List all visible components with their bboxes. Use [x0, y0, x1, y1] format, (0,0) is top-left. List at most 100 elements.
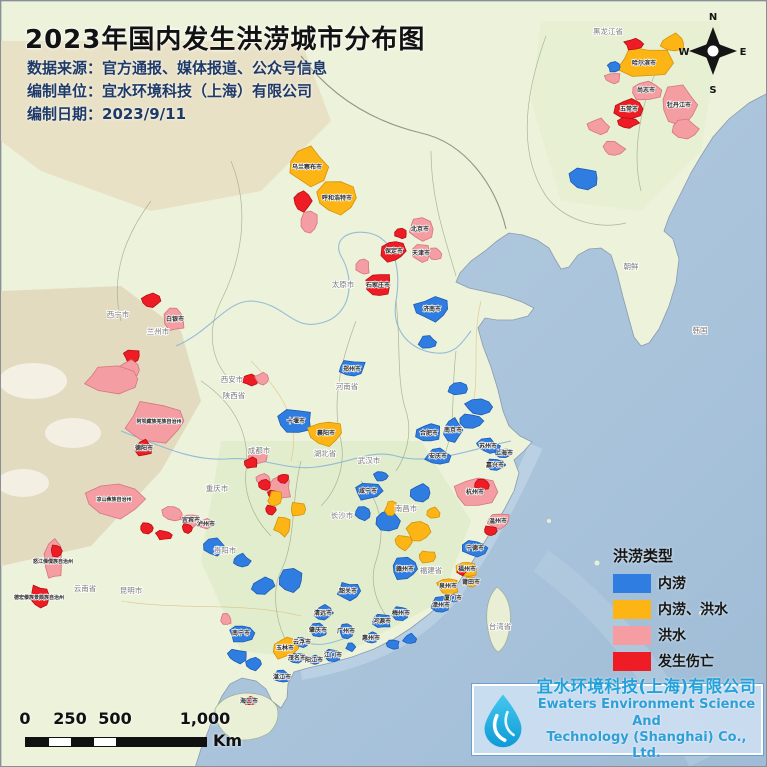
city-region	[140, 292, 162, 309]
city-region	[456, 567, 468, 577]
city-region	[409, 483, 431, 503]
city-region	[161, 506, 184, 522]
city-region	[394, 535, 413, 552]
city-label: 天津市	[412, 249, 430, 257]
city-region	[179, 514, 199, 529]
city-region	[163, 307, 185, 331]
city-region	[447, 381, 468, 396]
scale-tick: 0	[19, 709, 31, 728]
city-region	[463, 576, 478, 588]
legend-label: 内涝	[658, 576, 686, 592]
place-ref-label: 陕西省	[223, 390, 246, 400]
city-region	[354, 506, 371, 522]
city-region	[424, 447, 452, 465]
place-ref-label: 兰州市	[147, 326, 170, 336]
city-region	[278, 567, 303, 594]
city-region	[426, 506, 441, 519]
city-region	[380, 241, 407, 263]
scale-bar-unit: Km	[213, 731, 243, 750]
place-ref-label: 湖北省	[314, 448, 337, 458]
city-region	[355, 482, 384, 501]
city-region	[411, 244, 430, 263]
place-ref-label: 武汉市	[358, 455, 381, 465]
city-region	[405, 520, 432, 542]
company-name-zh: 宜水环境科技(上海)有限公司	[536, 676, 757, 696]
scale-bar-segments	[25, 737, 207, 747]
city-label: 杭州市	[466, 488, 484, 496]
city-region	[254, 371, 270, 386]
snow-patch	[45, 418, 101, 448]
legend-item-nh: 内涝、洪水	[613, 599, 728, 619]
city-region	[324, 648, 341, 663]
map-meta: 数据来源：官方通报、媒体报道、公众号信息 编制单位：宜水环境科技（上海）有限公司编…	[27, 57, 327, 126]
city-region	[606, 61, 621, 73]
city-region	[408, 217, 434, 242]
city-label: 苏州市	[479, 442, 497, 450]
city-region	[385, 639, 400, 650]
city-region	[245, 656, 262, 672]
city-region	[241, 696, 256, 706]
city-region	[250, 576, 276, 595]
city-region	[124, 401, 185, 444]
city-region	[486, 458, 507, 471]
place-ref-label: 昆明市	[120, 585, 143, 595]
city-region	[300, 210, 318, 234]
hainan-island	[214, 692, 279, 741]
city-region	[459, 413, 485, 429]
city-label: 嘉兴市	[485, 461, 504, 469]
city-region	[203, 537, 226, 557]
city-region	[430, 596, 451, 613]
country-border	[300, 55, 507, 230]
city-label: 宜宾市	[182, 516, 200, 524]
city-region	[415, 423, 441, 442]
city-region	[339, 623, 355, 640]
city-region	[417, 335, 437, 349]
city-label: 江门市	[324, 651, 342, 659]
city-region	[372, 471, 389, 482]
city-region	[273, 516, 291, 538]
city-label: 凉山彝族自治州	[96, 496, 131, 503]
place-ref-label: 朝鲜	[624, 261, 639, 271]
legend-item-sw: 发生伤亡	[613, 651, 728, 671]
city-region	[294, 636, 310, 649]
city-label: 肇庆市	[308, 626, 327, 634]
small-island	[699, 611, 703, 615]
city-region	[140, 522, 154, 535]
terrain-south-green	[201, 441, 471, 661]
city-region	[338, 360, 366, 377]
city-region	[413, 296, 449, 323]
city-label: 郑州市	[343, 365, 361, 373]
city-region	[30, 584, 51, 609]
city-region	[617, 117, 641, 129]
snow-patch	[1, 469, 49, 497]
svg-text:W: W	[679, 47, 690, 58]
city-label: 北京市	[411, 225, 429, 233]
city-region	[365, 274, 391, 296]
scale-tick: 1,000	[179, 709, 231, 728]
city-region	[134, 438, 152, 457]
city-region	[229, 625, 256, 643]
small-island	[594, 560, 600, 566]
city-region	[372, 613, 391, 628]
city-label: 清远市	[314, 609, 332, 617]
city-region	[484, 525, 498, 537]
city-region	[83, 365, 139, 395]
legend-item-hs: 洪水	[613, 625, 728, 645]
city-label: 海口市	[240, 697, 258, 705]
city-region	[277, 473, 290, 484]
city-label: 襄阳市	[316, 429, 335, 437]
city-region	[288, 653, 308, 664]
legend-label: 洪水	[658, 628, 686, 644]
city-label: 玉林市	[276, 644, 294, 652]
place-ref-label: 重庆市	[206, 483, 229, 493]
city-label: 泉州市	[438, 582, 457, 590]
legend: 洪涝类型 内涝 内涝、洪水 洪水 发生伤亡	[613, 545, 728, 677]
legend-swatch	[613, 573, 651, 593]
place-ref-label: 台湾省	[489, 621, 512, 631]
city-region	[181, 523, 193, 534]
city-region	[122, 349, 140, 364]
small-island	[547, 519, 551, 523]
company-name-en-2: Technology (Shanghai) Co., Ltd.	[546, 729, 747, 762]
city-region	[487, 513, 510, 530]
